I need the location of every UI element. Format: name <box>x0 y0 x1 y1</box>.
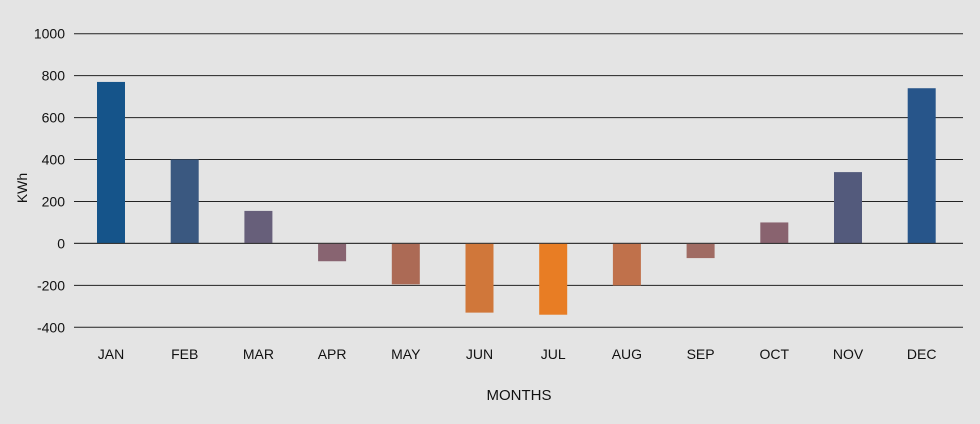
y-tick-label: -200 <box>37 277 65 293</box>
bars <box>74 81 963 315</box>
bar-aug <box>612 243 641 286</box>
bar-nov <box>834 172 862 244</box>
x-tick-label: OCT <box>760 346 790 362</box>
x-tick-label: AUG <box>612 346 642 362</box>
bar-sep <box>686 243 715 259</box>
x-tick-label: NOV <box>833 346 864 362</box>
y-tick-label: -400 <box>37 319 65 335</box>
x-tick-label: MAY <box>391 346 421 362</box>
y-tick-label: 200 <box>42 193 66 209</box>
y-tick-label: 800 <box>42 68 66 84</box>
x-tick-label: DEC <box>907 346 937 362</box>
bar-may <box>391 243 420 285</box>
x-tick-labels: JAN FEB MAR APR MAY JUN JUL AUG SEP OCT NOV DEC <box>98 346 937 362</box>
y-tick-labels: 1000 800 600 400 200 0 -200 -400 <box>34 26 65 336</box>
x-tick-label: JUN <box>466 346 493 362</box>
bar-feb <box>170 159 199 244</box>
y-tick-label: 600 <box>42 110 66 126</box>
bar-apr <box>318 243 347 262</box>
x-tick-label: FEB <box>171 346 198 362</box>
x-tick-label: MAR <box>243 346 274 362</box>
bar-jan <box>97 81 125 244</box>
y-tick-label: 400 <box>42 152 66 168</box>
x-tick-label: APR <box>318 346 347 362</box>
bar-oct <box>760 222 789 244</box>
y-tick-label: 1000 <box>34 26 65 42</box>
x-tick-label: SEP <box>687 346 715 362</box>
y-axis-label: KWh <box>14 173 30 203</box>
bar-mar <box>244 210 273 244</box>
bar-dec <box>907 88 936 244</box>
y-tick-label: 0 <box>57 235 65 251</box>
x-tick-label: JAN <box>98 346 124 362</box>
x-tick-label: JUL <box>541 346 566 362</box>
gridlines <box>74 33 963 328</box>
x-axis-label: MONTHS <box>487 387 552 404</box>
bar-jul <box>539 243 568 315</box>
bar-jun <box>465 243 494 313</box>
